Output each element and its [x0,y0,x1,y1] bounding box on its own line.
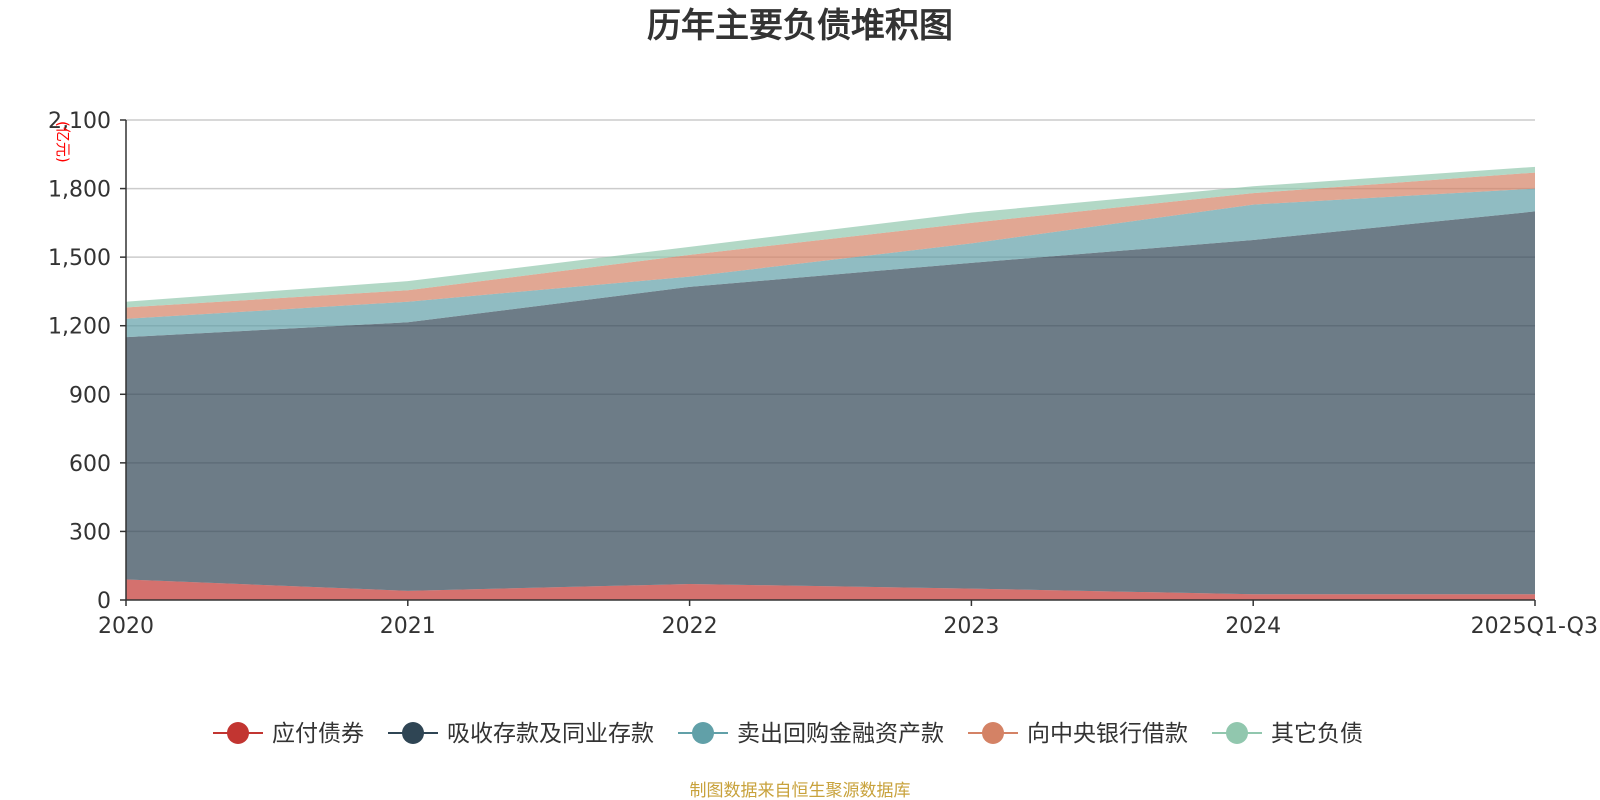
legend-label: 向中央银行借款 [1027,721,1188,747]
series-area-0 [126,579,1535,600]
y-tick-label: 1,800 [48,178,111,203]
y-tick-label: 300 [69,520,111,545]
legend-marker [692,722,714,744]
axes [125,120,1535,601]
series-area-1 [126,211,1535,595]
y-tick-label: 1,500 [48,246,111,271]
legend-marker [982,722,1004,744]
x-tick-label: 2022 [662,614,718,639]
legend: 应付债券 吸收存款及同业存款 卖出回购金融资产款 向中央银行借款 其它负债 [213,721,1363,747]
chart-title: 历年主要负债堆积图 [647,6,953,46]
y-tick-label: 1,200 [48,315,111,340]
legend-label: 卖出回购金融资产款 [737,721,944,747]
legend-item-1[interactable]: 吸收存款及同业存款 [388,721,654,747]
y-tick-label: 600 [69,452,111,477]
x-tick-label: 2020 [98,614,154,639]
x-tick-label: 2024 [1225,614,1281,639]
series-area-4 [126,166,1535,308]
series-area-3 [126,172,1535,319]
legend-label: 吸收存款及同业存款 [447,721,654,747]
legend-label: 应付债券 [272,721,364,747]
legend-item-0[interactable]: 应付债券 [213,721,364,747]
y-tick-label: 900 [69,383,111,408]
legend-item-2[interactable]: 卖出回购金融资产款 [678,721,944,747]
series-area-2 [126,188,1535,338]
x-axis-ticks: 2020 2021 2022 2023 2024 2025Q1-Q3 [98,600,1598,639]
x-tick-label: 2025Q1-Q3 [1471,614,1598,639]
legend-marker [402,722,424,744]
legend-label: 其它负债 [1271,721,1363,747]
data-source-note: 制图数据来自恒生聚源数据库 [690,781,911,800]
y-tick-label: 2,100 [48,109,111,134]
x-tick-label: 2021 [380,614,436,639]
series-areas [126,166,1535,600]
y-axis-ticks: 0 300 600 900 1,200 1,500 1,800 2,100 [48,109,126,614]
legend-marker [1226,722,1248,744]
legend-marker [227,722,249,744]
y-tick-label: 0 [97,589,111,614]
legend-item-3[interactable]: 向中央银行借款 [968,721,1188,747]
legend-item-4[interactable]: 其它负债 [1212,721,1363,747]
x-tick-label: 2023 [943,614,999,639]
y-axis-unit: (亿元) [54,121,72,163]
